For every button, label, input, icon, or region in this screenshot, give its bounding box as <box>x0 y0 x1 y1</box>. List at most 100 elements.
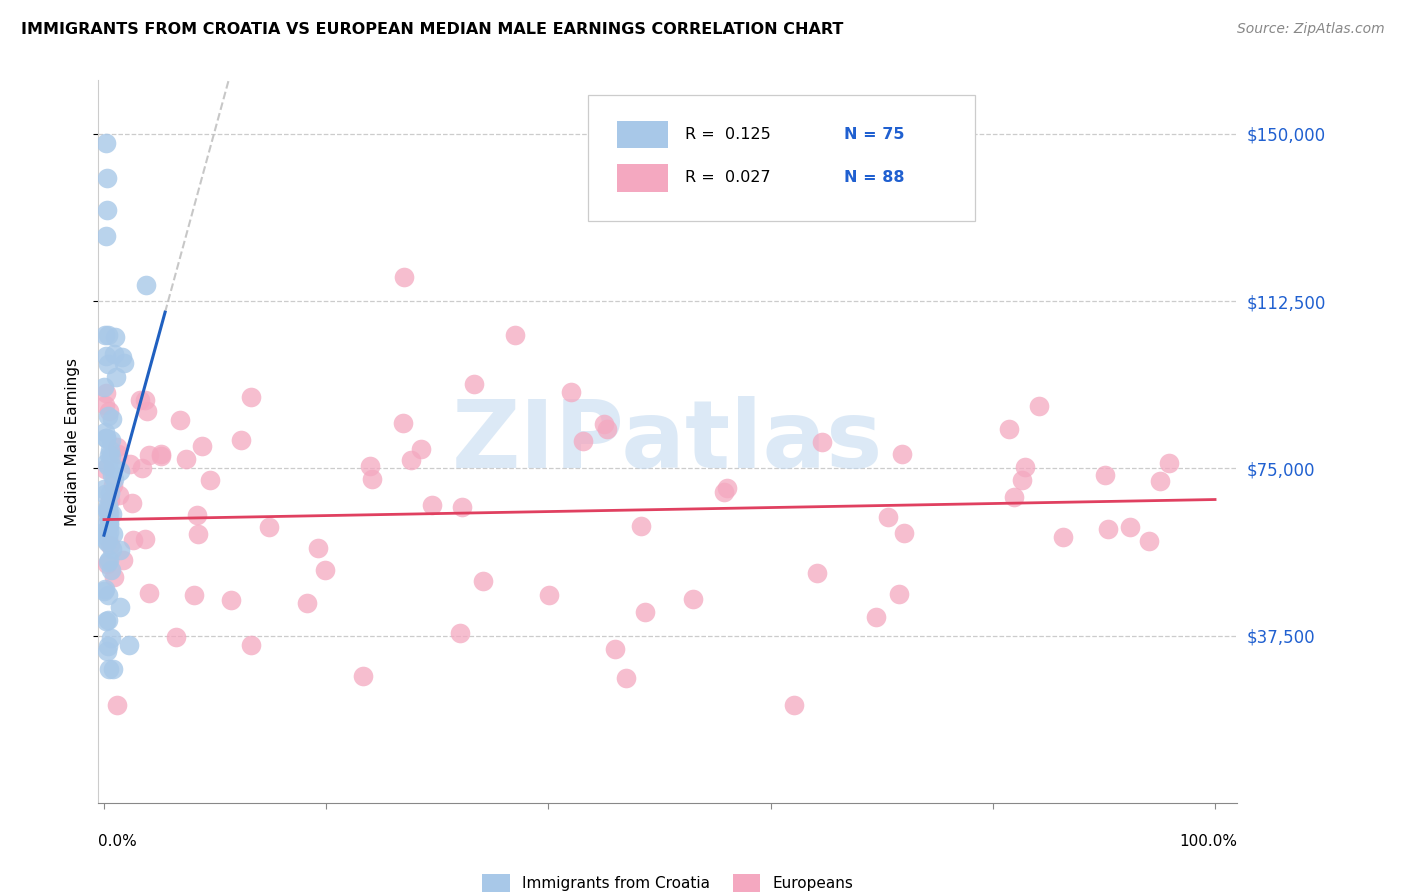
Point <box>135 278 157 293</box>
Point <box>103 347 125 361</box>
Point <box>97 555 120 569</box>
Point <box>96 504 118 518</box>
Point <box>96 516 118 531</box>
Point <box>108 488 131 502</box>
Point <box>634 605 657 619</box>
Point <box>96 557 118 571</box>
Text: 100.0%: 100.0% <box>1180 834 1237 849</box>
Point <box>101 541 124 556</box>
FancyBboxPatch shape <box>617 164 668 192</box>
Point <box>112 553 135 567</box>
Point <box>101 411 124 425</box>
Point <box>138 586 160 600</box>
Point <box>101 477 124 491</box>
Point <box>1157 456 1180 470</box>
Point <box>93 482 115 496</box>
Point <box>1119 520 1142 534</box>
Point <box>560 385 582 400</box>
Point <box>129 392 152 407</box>
Point <box>96 531 118 545</box>
Point <box>100 450 122 464</box>
Point <box>111 350 134 364</box>
Point <box>257 520 280 534</box>
Point <box>93 328 115 343</box>
Point <box>392 269 415 284</box>
Point <box>121 496 143 510</box>
Point <box>100 507 122 521</box>
Point <box>98 448 121 462</box>
Point <box>100 433 122 447</box>
Point <box>409 442 432 457</box>
Point <box>98 517 121 532</box>
Point <box>136 403 159 417</box>
Point <box>463 376 485 391</box>
Point <box>93 584 115 599</box>
Point <box>96 357 118 371</box>
Point <box>93 524 115 539</box>
Point <box>96 526 118 541</box>
Point <box>122 533 145 547</box>
Point <box>94 526 117 541</box>
Point <box>97 409 120 424</box>
Point <box>131 460 153 475</box>
Point <box>105 698 128 712</box>
Point <box>891 447 914 461</box>
Y-axis label: Median Male Earnings: Median Male Earnings <box>65 358 80 525</box>
Point <box>96 431 118 445</box>
Point <box>97 525 120 540</box>
Point <box>1097 522 1119 536</box>
Point <box>150 449 173 463</box>
Point <box>97 503 120 517</box>
Point <box>183 588 205 602</box>
Point <box>97 553 120 567</box>
Point <box>134 393 156 408</box>
Point <box>713 485 735 500</box>
Point <box>94 229 117 244</box>
Text: R =  0.027: R = 0.027 <box>685 170 770 186</box>
Point <box>105 440 128 454</box>
Point <box>101 467 124 482</box>
Point <box>97 516 120 530</box>
Point <box>138 448 160 462</box>
Point <box>187 527 209 541</box>
Point <box>295 596 318 610</box>
Point <box>96 385 118 400</box>
Point <box>359 458 381 473</box>
Point <box>401 453 423 467</box>
Point <box>471 574 494 588</box>
Point <box>108 464 131 478</box>
Point <box>94 136 117 150</box>
FancyBboxPatch shape <box>588 95 976 221</box>
Point <box>811 434 834 449</box>
Point <box>451 500 474 515</box>
Point <box>103 570 125 584</box>
Point <box>603 642 626 657</box>
Point <box>96 614 118 628</box>
Point <box>572 434 595 448</box>
Point <box>104 330 127 344</box>
Point <box>877 510 900 524</box>
Point <box>100 563 122 577</box>
Point <box>1028 399 1050 413</box>
Text: ZIPatlas: ZIPatlas <box>453 395 883 488</box>
Point <box>98 538 121 552</box>
Legend: Immigrants from Croatia, Europeans: Immigrants from Croatia, Europeans <box>482 874 853 892</box>
Point <box>108 600 131 615</box>
Point <box>94 398 117 412</box>
Point <box>97 639 120 653</box>
Text: 0.0%: 0.0% <box>98 834 138 849</box>
Point <box>893 526 915 541</box>
Point <box>103 662 125 676</box>
Point <box>94 431 117 445</box>
Point <box>174 451 197 466</box>
Point <box>1139 533 1161 548</box>
Point <box>94 456 117 470</box>
Point <box>97 588 120 602</box>
Point <box>149 447 172 461</box>
Point <box>98 443 121 458</box>
Point <box>1149 474 1171 488</box>
Point <box>112 356 135 370</box>
Point <box>97 458 120 473</box>
Point <box>219 592 242 607</box>
Point <box>391 416 413 430</box>
